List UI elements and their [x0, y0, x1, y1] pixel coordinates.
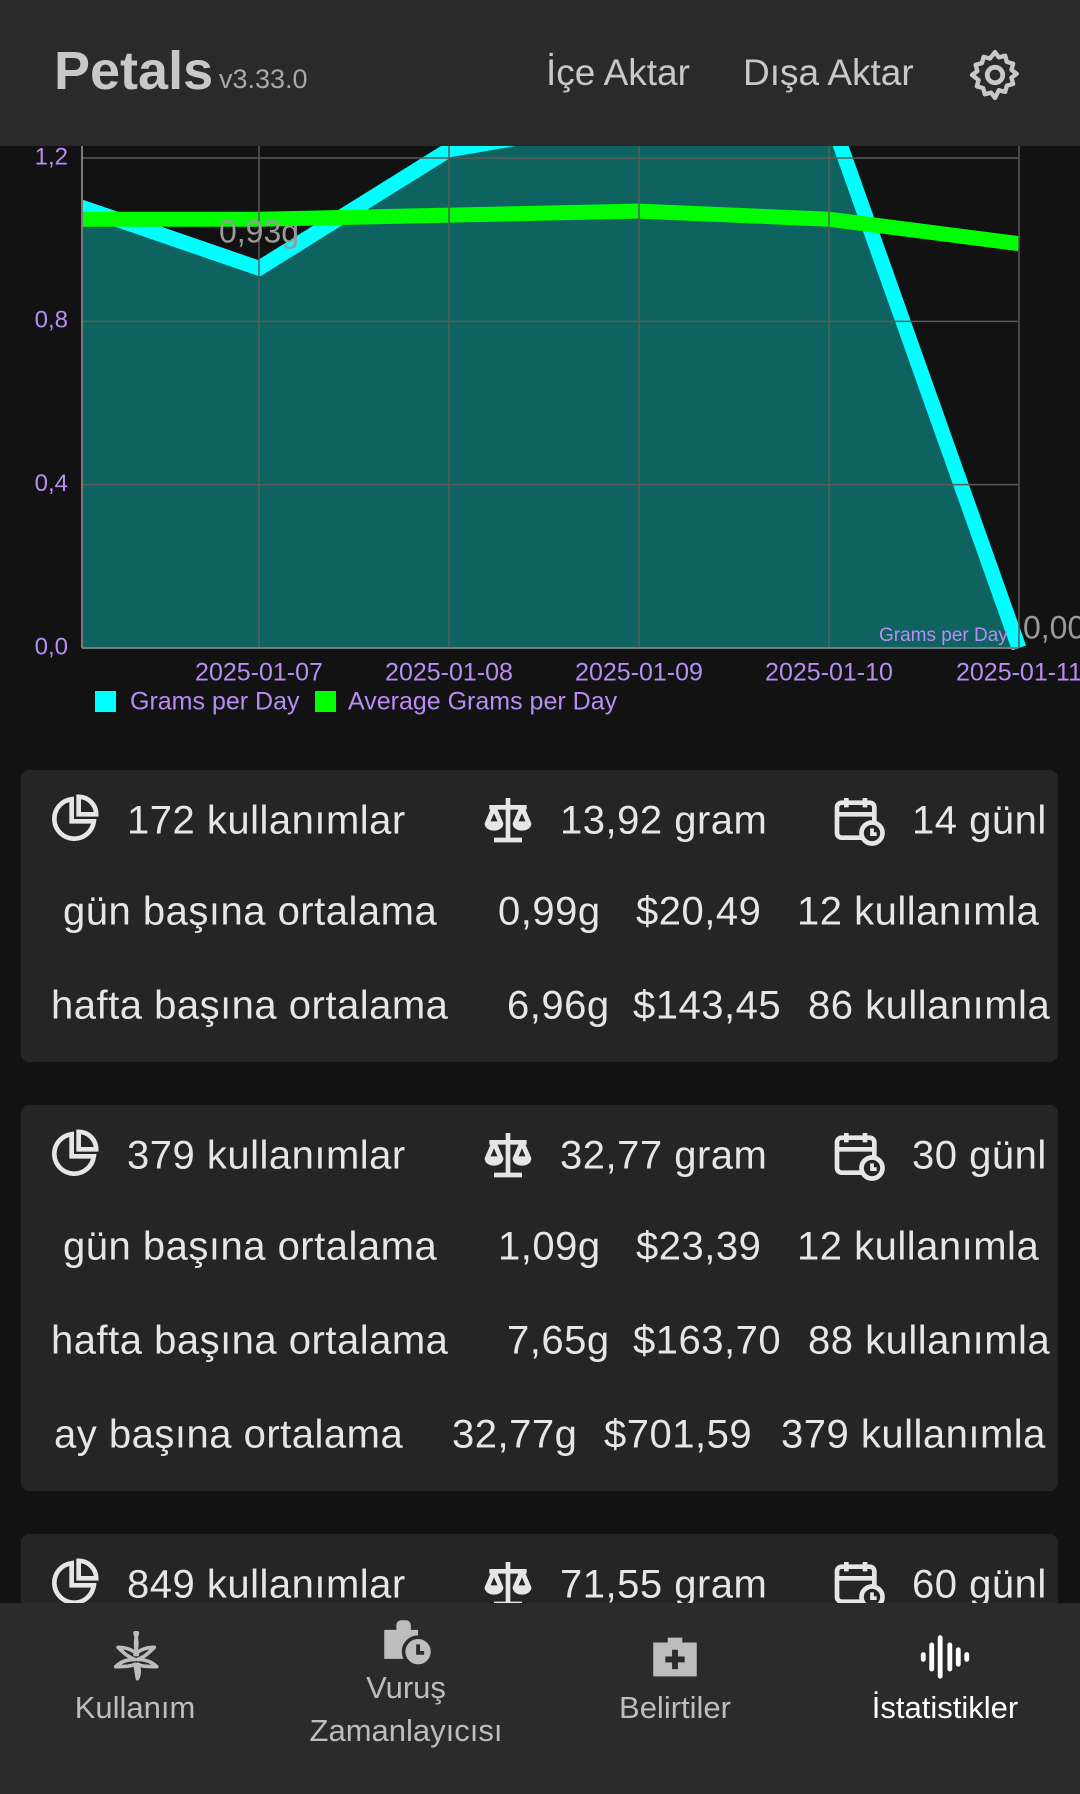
stat-value: $143,45	[633, 983, 782, 1028]
stat-summary: 379 kullanımlar	[127, 1133, 406, 1178]
app-bar: Petals v3.33.0 İçe Aktar Dışa Aktar	[0, 0, 1080, 146]
stat-icon	[834, 798, 885, 846]
stat-summary: 32,77 gram	[560, 1133, 768, 1178]
stat-value: 12 kullanımla	[797, 1224, 1040, 1269]
stat-value: 7,65g	[507, 1318, 610, 1363]
y-tick-label: 1,2	[35, 146, 68, 170]
x-tick-label: 2025-01-08	[385, 659, 513, 687]
stat-value: 6,96g	[507, 983, 610, 1028]
stat-label: hafta başına ortalama	[51, 1318, 449, 1363]
x-tick-label: 2025-01-11	[956, 659, 1080, 687]
nav-label[interactable]: İstatistikler	[871, 1690, 1019, 1725]
stat-icon	[484, 1133, 532, 1178]
stat-value: $23,39	[636, 1224, 762, 1269]
legend-label: Grams per Day	[130, 688, 300, 716]
stat-value: 12 kullanımla	[797, 889, 1040, 934]
x-tick-label: 2025-01-10	[765, 659, 893, 687]
line	[82, 146, 1026, 650]
app-version: v3.33.0	[219, 64, 308, 94]
stat-summary: 14 günl	[912, 798, 1047, 843]
stat-summary: 849 kullanımlar	[127, 1562, 406, 1607]
stat-value: 32,77g	[452, 1412, 578, 1457]
export-button[interactable]: Dışa Aktar	[743, 52, 914, 93]
legend-swatch	[95, 691, 116, 712]
stat-value: 379 kullanımla	[781, 1412, 1046, 1457]
nav-label[interactable]: Belirtiler	[619, 1690, 731, 1725]
stat-value: 1,09g	[498, 1224, 601, 1269]
x-tick-label: 2025-01-07	[195, 659, 323, 687]
stat-icon	[834, 1133, 885, 1181]
chart: 0,93g 0,00g 0,0 0,4 0,8 1,2 2025-01-07 2025-01-…	[35, 146, 1080, 716]
stat-value: $701,59	[604, 1412, 753, 1457]
nav-label[interactable]: Kullanım	[74, 1690, 196, 1725]
stat-summary: 13,92 gram	[560, 798, 768, 843]
stat-value: $163,70	[633, 1318, 782, 1363]
data-label: 0,00g	[1023, 609, 1080, 645]
area	[82, 146, 1019, 648]
nav-icon	[113, 1631, 159, 1681]
y-tick-label: 0,8	[35, 307, 68, 334]
line	[82, 203, 1020, 252]
nav-label[interactable]: Vuruş Zamanlayıcısı	[309, 1670, 503, 1748]
axis-annotation: Grams per Day	[879, 625, 1008, 646]
stat-summary: 60 günl	[912, 1562, 1047, 1607]
stats-card: 379 kullanımlar 32,77 gram 30 günl gün başı…	[21, 1105, 1058, 1491]
stat-icon	[52, 1558, 99, 1605]
stat-label: gün başına ortalama	[63, 1224, 438, 1269]
stat-summary: 172 kullanımlar	[127, 798, 406, 843]
stat-value: $20,49	[636, 889, 762, 934]
stat-label: hafta başına ortalama	[51, 983, 449, 1028]
stats-card: 172 kullanımlar 13,92 gram 14 günl gün başı…	[21, 770, 1058, 1062]
y-tick-label: 0,0	[35, 633, 68, 660]
nav-icon	[384, 1620, 435, 1668]
legend-label: Average Grams per Day	[348, 688, 618, 716]
stat-label: ay başına ortalama	[54, 1412, 404, 1457]
legend-swatch	[315, 691, 336, 712]
stat-icon	[52, 1129, 99, 1176]
app-title: Petals	[54, 41, 214, 101]
settings-button[interactable]	[966, 46, 1024, 104]
stat-icon	[52, 794, 99, 841]
x-tick-label: 2025-01-09	[575, 659, 703, 687]
bottom-nav: Kullanım Vuruş Zamanlayıcısı Belirtiler İst…	[0, 1603, 1080, 1794]
stat-value: 0,99g	[498, 889, 601, 934]
nav-icon	[920, 1635, 970, 1679]
import-button[interactable]: İçe Aktar	[546, 52, 690, 93]
stat-label: gün başına ortalama	[63, 889, 438, 934]
stat-summary: 30 günl	[912, 1133, 1047, 1178]
stat-summary: 71,55 gram	[560, 1562, 768, 1607]
data-label: 0,93g	[219, 214, 299, 250]
y-tick-label: 0,4	[35, 470, 68, 497]
stat-value: 86 kullanımla	[808, 983, 1051, 1028]
stat-value: 88 kullanımla	[808, 1318, 1051, 1363]
stat-icon	[484, 798, 532, 843]
nav-icon	[653, 1637, 697, 1677]
plot-area	[82, 146, 1026, 650]
